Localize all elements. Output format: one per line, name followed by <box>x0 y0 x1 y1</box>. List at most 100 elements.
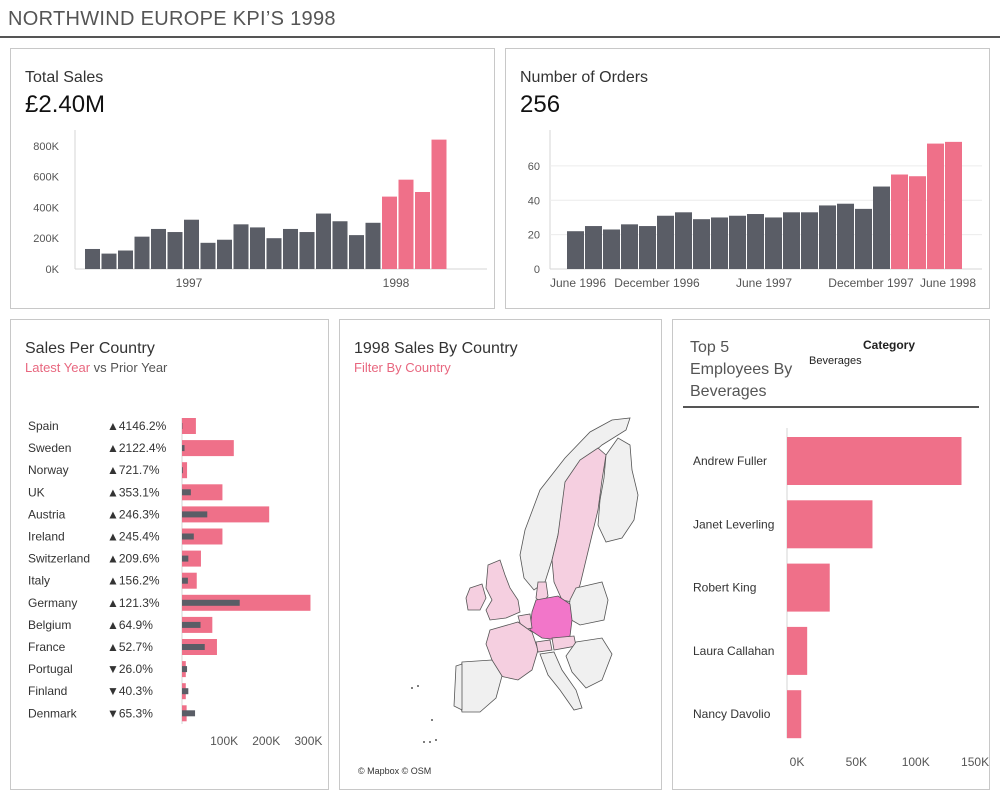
orders-bar[interactable] <box>855 208 872 269</box>
category-legend-value[interactable]: Beverages <box>809 355 862 367</box>
orders-bar[interactable] <box>711 217 728 269</box>
sales-bar[interactable] <box>316 213 331 269</box>
country-bar-prior[interactable] <box>182 710 196 717</box>
country-bar-latest[interactable] <box>182 572 197 589</box>
sales-bar[interactable] <box>332 221 348 269</box>
country-bar-prior[interactable] <box>182 644 205 650</box>
orders-bar[interactable] <box>927 143 944 269</box>
orders-bar[interactable] <box>675 212 692 269</box>
sales-bar[interactable] <box>299 232 315 269</box>
sales-bar[interactable] <box>283 228 298 269</box>
orders-bar[interactable] <box>765 217 782 269</box>
sales-bar[interactable] <box>134 236 150 269</box>
orders-panel[interactable]: Number of Orders 256 0 20 40 60 June 1996 Dec… <box>505 48 990 309</box>
country-bar-latest[interactable] <box>182 550 201 567</box>
employee-bar[interactable] <box>787 690 802 739</box>
orders-bar[interactable] <box>693 219 710 269</box>
total-sales-chart[interactable]: 0K 200K 400K 600K 800K 1997 1998 <box>11 49 496 310</box>
sales-bar[interactable] <box>431 139 447 269</box>
sales-bar[interactable] <box>118 250 133 269</box>
country-bar-prior[interactable] <box>182 489 191 496</box>
orders-bar[interactable] <box>891 174 908 269</box>
map-filter-link[interactable]: Filter By Country <box>354 360 451 375</box>
country-bar-prior[interactable] <box>182 445 185 452</box>
country-change: ▼65.3% <box>107 706 153 720</box>
map-region-switzerland[interactable] <box>535 639 553 653</box>
employee-bar[interactable] <box>787 563 830 612</box>
country-bar-prior[interactable] <box>182 577 188 584</box>
orders-chart[interactable]: 0 20 40 60 June 1996 December 1996 June 1997 De… <box>506 49 991 310</box>
map-attribution[interactable]: © Mapbox © OSM <box>358 766 432 776</box>
sales-country-panel[interactable]: Sales Per Country Latest Year vs Prior Y… <box>10 319 329 790</box>
country-bar-latest[interactable] <box>182 440 234 457</box>
sales-bar[interactable] <box>217 239 232 269</box>
orders-bar[interactable] <box>819 205 836 269</box>
country-bar-prior[interactable] <box>182 599 240 606</box>
legend-latest-year[interactable]: Latest Year <box>25 360 91 375</box>
country-bar-prior[interactable] <box>182 511 208 518</box>
sales-bar[interactable] <box>415 191 430 269</box>
country-bar-prior[interactable] <box>182 688 189 695</box>
country-bar-prior[interactable] <box>182 533 194 540</box>
map-region-finland[interactable] <box>597 437 639 543</box>
sales-bar[interactable] <box>233 224 249 269</box>
employee-bar[interactable] <box>787 437 962 485</box>
orders-bar[interactable] <box>621 224 638 269</box>
sales-bar[interactable] <box>266 238 282 269</box>
sales-bar[interactable] <box>101 253 117 269</box>
map-region-east[interactable] <box>567 581 609 626</box>
country-bar-latest[interactable] <box>182 484 223 501</box>
country-bar-prior[interactable] <box>182 467 183 474</box>
sales-bar[interactable] <box>85 248 100 269</box>
orders-bar[interactable] <box>837 203 854 269</box>
country-bar-prior[interactable] <box>182 621 201 628</box>
orders-bar[interactable] <box>909 176 926 269</box>
orders-bar[interactable] <box>639 226 656 269</box>
employee-bar[interactable] <box>787 500 873 549</box>
map-region-ireland[interactable] <box>465 583 487 611</box>
map-region-portugal[interactable] <box>453 663 463 711</box>
orders-bar[interactable] <box>567 231 584 269</box>
map-region-sweden[interactable] <box>551 447 607 603</box>
sales-country-chart[interactable]: Spain ▲4146.2% Sweden ▲2122.4% Norway ▲721.7%… <box>11 320 330 791</box>
orders-bar[interactable] <box>801 212 818 269</box>
orders-bar[interactable] <box>585 226 602 269</box>
country-bar-latest[interactable] <box>182 594 311 611</box>
orders-bar[interactable] <box>603 229 620 269</box>
country-bar-prior[interactable] <box>182 666 188 673</box>
map-region-italy[interactable] <box>539 651 583 711</box>
map-region-uk[interactable] <box>485 559 521 621</box>
employees-panel[interactable]: Top 5 Employees By Beverages Category Be… <box>672 319 990 790</box>
orders-bar[interactable] <box>873 186 890 269</box>
map-region-spain[interactable] <box>457 659 503 713</box>
sales-bar[interactable] <box>250 227 265 269</box>
orders-bar[interactable] <box>657 215 674 269</box>
legend-prior-year[interactable]: vs Prior Year <box>90 360 168 375</box>
map-region-germany[interactable] <box>529 595 573 641</box>
sales-bar[interactable] <box>167 232 183 269</box>
country-change: ▲64.9% <box>107 618 153 632</box>
sales-bar[interactable] <box>151 228 166 269</box>
employees-chart[interactable]: Andrew Fuller Janet Leverling Robert King L… <box>673 320 991 791</box>
map-panel[interactable]: 1998 Sales By Country Filter By Country <box>339 319 662 790</box>
orders-bar[interactable] <box>945 141 962 269</box>
country-bar-latest[interactable] <box>182 528 223 545</box>
country-bar-latest[interactable] <box>182 506 270 523</box>
sales-bar[interactable] <box>398 179 414 269</box>
sales-bar[interactable] <box>349 235 364 269</box>
orders-bar[interactable] <box>747 214 764 269</box>
sales-bar[interactable] <box>365 222 381 269</box>
sales-bar[interactable] <box>200 242 216 269</box>
map-region-balkans[interactable] <box>565 637 613 689</box>
employee-bar[interactable] <box>787 626 808 675</box>
map-region-france[interactable] <box>485 621 539 681</box>
sales-bar[interactable] <box>382 196 397 269</box>
total-sales-panel[interactable]: Total Sales £2.40M 0K 200K 400K 600K 800K 199… <box>10 48 495 309</box>
sales-bar[interactable] <box>184 219 199 269</box>
europe-map[interactable] <box>340 320 663 791</box>
orders-bar[interactable] <box>783 212 800 269</box>
orders-bar[interactable] <box>729 215 746 269</box>
country-bar-latest[interactable] <box>182 418 196 434</box>
country-bar-latest[interactable] <box>182 462 188 479</box>
country-bar-prior[interactable] <box>182 555 189 562</box>
